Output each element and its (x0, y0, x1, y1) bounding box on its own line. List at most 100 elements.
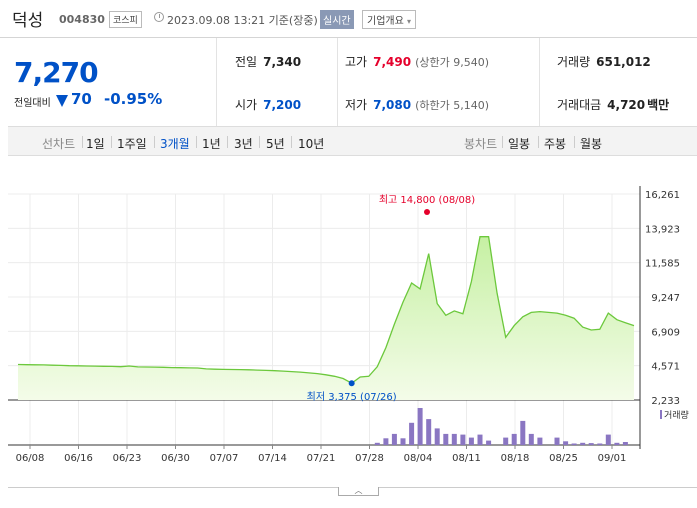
stat-amount: 거래대금 4,720 백만 (557, 96, 669, 113)
current-price: 7,270 (14, 56, 99, 89)
tab-1d[interactable]: 1일 (86, 137, 105, 151)
tab-3y[interactable]: 3년 (234, 137, 253, 151)
price-chart: 16,261 13,923 11,585 9,247 6,909 4,571 2,233 0… (8, 186, 680, 464)
x-tick-label: 08/11 (452, 453, 481, 464)
volume-bar (622, 442, 628, 445)
stat-label: 저가 (345, 98, 368, 112)
divider (196, 136, 197, 148)
divider (227, 136, 228, 148)
chart-annotations: 최고 14,800 (08/08) 최저 3,375 (07/26) (307, 194, 476, 403)
stat-label: 거래대금 (557, 98, 602, 112)
company-info-label: 기업개요 (367, 16, 404, 27)
x-tick-label: 07/21 (307, 453, 336, 464)
volume-bar (597, 443, 603, 445)
high-annotation: 최고 14,800 (08/08) (379, 194, 475, 206)
price-area (17, 236, 635, 400)
volume-bar (391, 433, 397, 445)
volume-bar (563, 441, 569, 445)
x-tick-label: 06/30 (161, 453, 190, 464)
tab-3m[interactable]: 3개월 (160, 137, 190, 151)
x-tick-label: 08/04 (404, 453, 433, 464)
volume-bar (460, 434, 466, 445)
volume-bar (605, 434, 611, 445)
y-axis: 16,261 13,923 11,585 9,247 6,909 4,571 2,233 (645, 190, 680, 407)
x-tick-label: 07/28 (355, 453, 384, 464)
stat-label: 거래량 (557, 55, 591, 69)
volume-bar (537, 437, 543, 445)
y-tick-label: 2,233 (651, 396, 680, 407)
candle-chart-label: 봉차트 (464, 137, 498, 151)
y-tick-label: 4,571 (651, 362, 680, 373)
volume-bar (528, 433, 534, 445)
divider (111, 136, 112, 148)
market-badge: 코스피 (109, 11, 142, 28)
tab-weekly[interactable]: 주봉 (544, 137, 567, 151)
stat-unit: 백만 (647, 98, 670, 112)
stat-label: 전일 (235, 55, 258, 69)
clock-icon (154, 12, 164, 22)
divider (539, 38, 540, 126)
price-change-rate: -0.95% (104, 90, 163, 108)
stock-name: 덕성 (12, 11, 44, 31)
chart-period-tabs: 선차트 1일 1주일 3개월 1년 3년 5년 10년 봉차트 일봉 주봉 월봉 (8, 126, 697, 156)
realtime-button[interactable]: 실시간 (320, 10, 354, 29)
quote-stats: 전일 7,340 고가 7,490 (상한가 9,540) 거래량 651,012 시가… (217, 38, 697, 126)
volume-bars (374, 408, 628, 446)
tab-1w[interactable]: 1주일 (117, 137, 147, 151)
volume-bar (486, 440, 492, 445)
tab-daily[interactable]: 일봉 (508, 137, 531, 151)
x-tick-label: 06/08 (16, 453, 45, 464)
price-line (17, 236, 635, 384)
stock-code: 004830 (59, 13, 105, 26)
stat-value: 7,490 (373, 55, 412, 69)
divider (337, 38, 338, 126)
line-chart-label: 선차트 (42, 137, 76, 151)
divider (502, 136, 503, 148)
tab-10y[interactable]: 10년 (298, 137, 325, 151)
stat-value: 4,720 (607, 98, 646, 112)
tab-1y[interactable]: 1년 (202, 137, 221, 151)
stat-prev-close: 전일 7,340 (235, 53, 301, 70)
divider (538, 136, 539, 148)
stat-upper-limit: (상한가 9,540) (415, 56, 489, 69)
price-area-fill (18, 236, 634, 400)
low-annotation: 최저 3,375 (07/26) (307, 391, 397, 403)
divider (82, 136, 83, 148)
down-triangle-icon (56, 95, 68, 107)
divider (154, 136, 155, 148)
volume-bar (614, 442, 620, 445)
x-tick-label: 06/23 (113, 453, 142, 464)
volume-bar (434, 428, 440, 446)
divider (291, 136, 292, 148)
tab-monthly[interactable]: 월봉 (580, 137, 603, 151)
volume-bar (426, 419, 432, 445)
stat-label: 고가 (345, 55, 368, 69)
stat-high: 고가 7,490 (상한가 9,540) (345, 53, 489, 70)
stat-open: 시가 7,200 (235, 96, 301, 113)
stock-header: 덕성 004830 코스피 2023.09.08 13:21 기준(장중) 실시… (0, 0, 697, 38)
tab-5y[interactable]: 5년 (266, 137, 285, 151)
volume-bar (451, 433, 457, 445)
volume-bar (503, 437, 509, 445)
stat-volume: 거래량 651,012 (557, 53, 651, 70)
volume-bar (468, 437, 474, 445)
chevron-up-icon[interactable]: ︿ (338, 487, 379, 496)
stat-value: 7,200 (263, 98, 302, 112)
stat-value: 651,012 (596, 55, 651, 69)
volume-bar (400, 438, 406, 445)
x-tick-label: 07/14 (258, 453, 287, 464)
chart-grid (8, 186, 641, 449)
stat-lower-limit: (하한가 5,140) (415, 99, 489, 112)
y-tick-label: 13,923 (645, 224, 680, 235)
volume-bar (580, 442, 586, 445)
y-tick-label: 11,585 (645, 259, 680, 270)
volume-bar (511, 433, 517, 445)
company-info-button[interactable]: 기업개요 ▾ (362, 10, 417, 29)
y-tick-label: 6,909 (651, 327, 680, 338)
volume-bar (571, 443, 577, 445)
compare-label: 전일대비 (14, 98, 51, 109)
volume-bar (477, 434, 483, 445)
volume-bar (554, 437, 560, 445)
volume-bar (409, 422, 415, 445)
volume-bar (374, 442, 380, 445)
